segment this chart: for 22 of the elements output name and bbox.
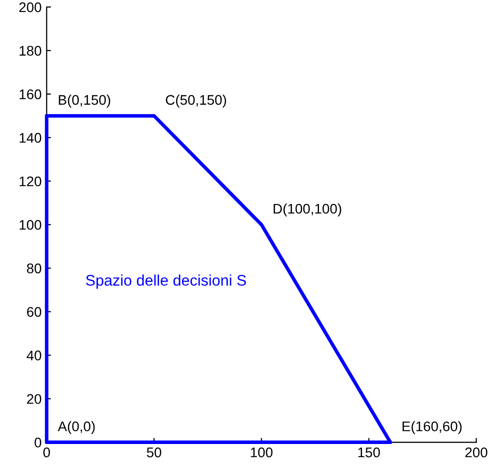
y-tick-label: 80: [26, 264, 42, 274]
annotation: E(160,60): [402, 421, 462, 434]
x-tick-label: 100: [250, 447, 272, 458]
annotation: D(100,100): [274, 203, 342, 216]
x-tick-label: 0: [43, 447, 50, 458]
x-tick-label: 150: [358, 447, 380, 458]
annotation: Spazio delle decisioni S: [86, 274, 246, 289]
annotation: A(0,0): [58, 421, 95, 434]
y-tick-label: 200: [19, 2, 42, 12]
annotation: C(50,150): [166, 94, 226, 108]
x-tick-label: 200: [465, 447, 488, 458]
y-tick-label: 20: [27, 394, 42, 404]
y-tick-label: 60: [27, 307, 42, 317]
y-tick-label: 140: [20, 132, 42, 143]
y-tick-label: 160: [20, 89, 42, 100]
y-tick-label: 120: [20, 176, 42, 186]
x-tick-label: 50: [146, 447, 162, 458]
annotation: B(0,150): [58, 94, 110, 108]
y-tick-label: 0: [34, 438, 42, 448]
y-tick-label: 40: [26, 350, 42, 360]
y-tick-label: 100: [20, 220, 42, 230]
y-tick-label: 180: [20, 46, 42, 56]
